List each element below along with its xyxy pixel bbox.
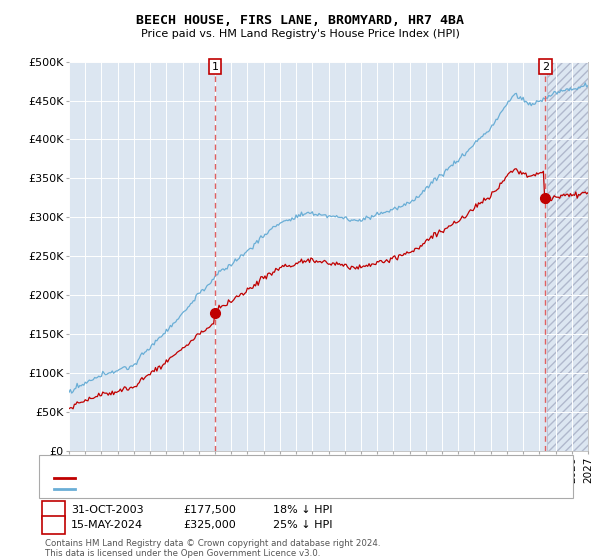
Text: Contains HM Land Registry data © Crown copyright and database right 2024.
This d: Contains HM Land Registry data © Crown c… (45, 539, 380, 558)
Text: 2: 2 (542, 62, 549, 72)
Text: BEECH HOUSE, FIRS LANE, BROMYARD, HR7 4BA (detached house): BEECH HOUSE, FIRS LANE, BROMYARD, HR7 4B… (79, 473, 427, 483)
Bar (547, 62, 588, 451)
Text: 31-OCT-2003: 31-OCT-2003 (71, 506, 143, 515)
Text: 1: 1 (211, 62, 218, 72)
Text: BEECH HOUSE, FIRS LANE, BROMYARD, HR7 4BA: BEECH HOUSE, FIRS LANE, BROMYARD, HR7 4B… (136, 14, 464, 27)
Text: 1: 1 (50, 506, 57, 515)
Text: 18% ↓ HPI: 18% ↓ HPI (273, 506, 332, 515)
Text: 25% ↓ HPI: 25% ↓ HPI (273, 520, 332, 530)
Text: HPI: Average price, detached house, Herefordshire: HPI: Average price, detached house, Here… (79, 484, 343, 494)
Text: Price paid vs. HM Land Registry's House Price Index (HPI): Price paid vs. HM Land Registry's House … (140, 29, 460, 39)
Text: 15-MAY-2024: 15-MAY-2024 (71, 520, 143, 530)
Text: 2: 2 (50, 520, 57, 530)
Text: £325,000: £325,000 (183, 520, 236, 530)
Text: £177,500: £177,500 (183, 506, 236, 515)
